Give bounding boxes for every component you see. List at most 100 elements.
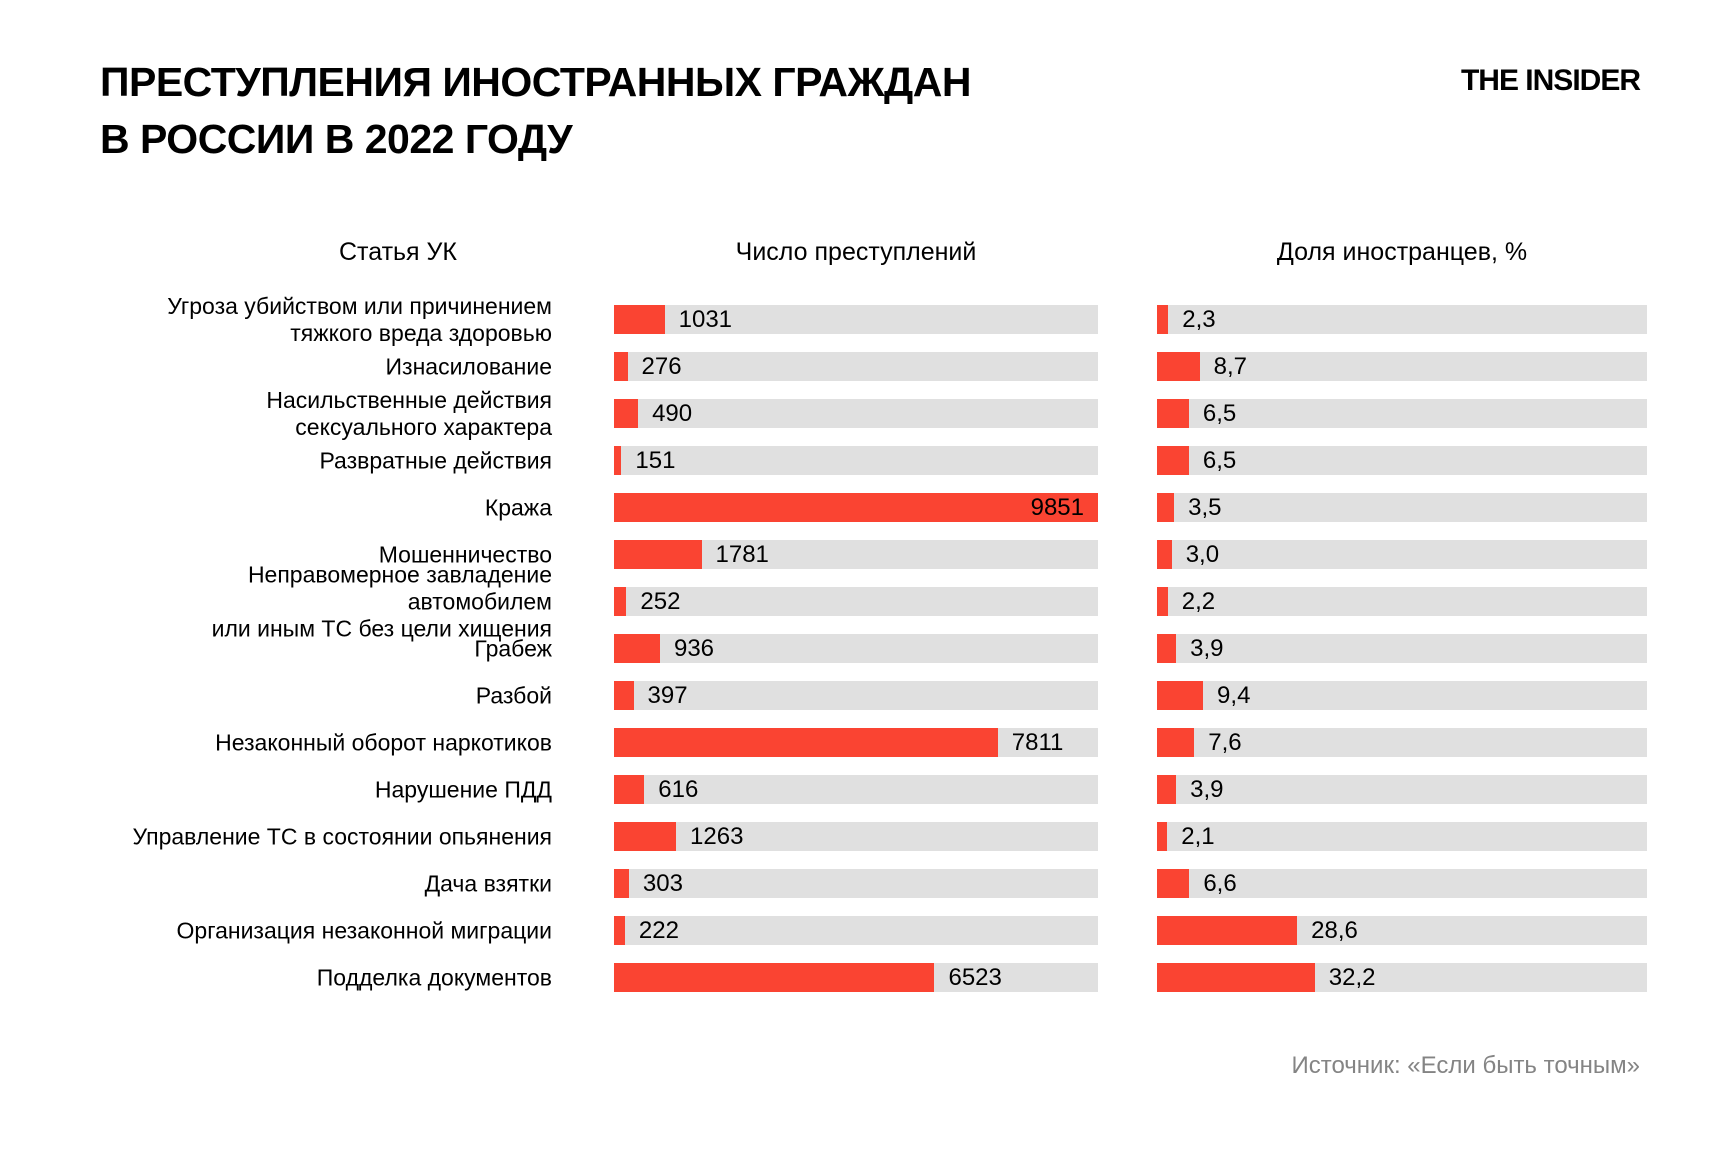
count-value: 222 (638, 916, 679, 944)
share-value: 9,4 (1217, 681, 1251, 709)
column-header-article: Статья УК (339, 238, 457, 266)
share-track: 2,2 (1157, 587, 1647, 616)
count-bar (614, 634, 660, 663)
count-bar (614, 446, 622, 475)
bar-row: Кража 9851 3,5 (100, 493, 1647, 522)
count-track: 276 (614, 352, 1098, 381)
count-bar (614, 493, 1098, 522)
share-bar (1157, 869, 1190, 898)
share-bar (1157, 916, 1298, 945)
bar-row: Дача взятки 303 6,6 (100, 869, 1647, 898)
count-track: 936 (614, 634, 1098, 663)
source-note: Источник: «Если быть точным» (1291, 1052, 1640, 1079)
share-track: 6,6 (1157, 869, 1647, 898)
row-label: Изнасилование (385, 352, 552, 379)
share-bar (1157, 352, 1200, 381)
count-value: 151 (635, 446, 676, 474)
share-track: 28,6 (1157, 916, 1647, 945)
share-bar (1157, 963, 1315, 992)
count-value: 6523 (948, 963, 1002, 991)
share-track: 8,7 (1157, 352, 1647, 381)
share-track: 32,2 (1157, 963, 1647, 992)
share-value: 3,5 (1188, 493, 1222, 521)
count-bar (614, 869, 629, 898)
count-bar (614, 728, 998, 757)
bar-row: Нарушение ПДД 616 3,9 (100, 775, 1647, 804)
share-bar (1157, 681, 1204, 710)
share-track: 2,3 (1157, 305, 1647, 334)
share-value: 7,6 (1208, 728, 1242, 756)
share-bar (1157, 775, 1177, 804)
count-track: 151 (614, 446, 1098, 475)
bar-row: Подделка документов 6523 32,2 (100, 963, 1647, 992)
count-bar (614, 822, 677, 851)
count-track: 303 (614, 869, 1098, 898)
row-label: Неправомерное завладение автомобилем или… (211, 560, 552, 642)
share-bar (1157, 728, 1195, 757)
page-title: ПРЕСТУПЛЕНИЯ ИНОСТРАННЫХ ГРАЖДАН В РОССИ… (100, 59, 971, 163)
share-bar (1157, 822, 1168, 851)
column-headers: Статья УК Число преступлений Доля иностр… (100, 238, 1647, 270)
share-value: 8,7 (1213, 352, 1247, 380)
count-bar (614, 775, 645, 804)
bar-row: Развратные действия 151 6,5 (100, 446, 1647, 475)
count-track: 9851 (614, 493, 1098, 522)
count-track: 616 (614, 775, 1098, 804)
count-bar (614, 916, 625, 945)
share-track: 3,9 (1157, 634, 1647, 663)
row-label: Нарушение ПДД (374, 775, 552, 802)
share-value: 6,5 (1202, 446, 1237, 474)
row-label: Насильственные действия сексуального хар… (266, 386, 552, 440)
share-bar (1157, 634, 1177, 663)
share-value: 2,2 (1181, 587, 1216, 615)
share-track: 2,1 (1157, 822, 1647, 851)
share-value: 3,0 (1185, 540, 1220, 568)
bar-row: Незаконный оборот наркотиков 7811 7,6 (100, 728, 1647, 757)
count-bar (614, 587, 627, 616)
row-label: Грабеж (474, 634, 552, 661)
count-bar (614, 681, 634, 710)
share-track: 7,6 (1157, 728, 1647, 757)
row-label: Незаконный оборот наркотиков (215, 728, 552, 755)
count-track: 7811 (614, 728, 1098, 757)
count-value: 397 (647, 681, 688, 709)
row-label: Кража (484, 493, 552, 520)
share-bar (1157, 540, 1172, 569)
share-value: 2,1 (1181, 822, 1215, 850)
share-value: 32,2 (1328, 963, 1376, 991)
row-label: Организация незаконной миграции (176, 916, 552, 943)
brand-logo: THE INSIDER (1460, 64, 1641, 97)
count-track: 397 (614, 681, 1098, 710)
bar-row: Мошенничество 1781 3,0 (100, 540, 1647, 569)
share-track: 3,9 (1157, 775, 1647, 804)
count-track: 1031 (614, 305, 1098, 334)
count-value: 303 (642, 869, 683, 897)
count-value: 1263 (690, 822, 744, 850)
count-track: 1263 (614, 822, 1098, 851)
count-value: 276 (641, 352, 682, 380)
share-value: 6,6 (1203, 869, 1237, 897)
count-value: 616 (658, 775, 699, 803)
row-label: Развратные действия (319, 446, 552, 473)
share-bar (1157, 493, 1175, 522)
count-value: 7811 (1011, 728, 1064, 756)
share-bar (1157, 446, 1189, 475)
share-value: 2,3 (1182, 305, 1216, 333)
row-label: Подделка документов (316, 963, 552, 990)
bar-row: Грабеж 936 3,9 (100, 634, 1647, 663)
row-label: Дача взятки (424, 869, 552, 896)
count-bar (614, 399, 639, 428)
count-bar (614, 540, 702, 569)
column-header-count: Число преступлений (735, 238, 977, 266)
share-track: 9,4 (1157, 681, 1647, 710)
count-value: 9851 (1030, 493, 1084, 521)
share-value: 28,6 (1311, 916, 1358, 944)
column-header-share: Доля иностранцев, % (1276, 238, 1528, 266)
bar-row: Насильственные действия сексуального хар… (100, 386, 1647, 440)
share-track: 6,5 (1157, 446, 1647, 475)
share-value: 3,9 (1190, 775, 1224, 803)
bar-row: Изнасилование 276 8,7 (100, 352, 1647, 381)
share-value: 6,5 (1202, 399, 1237, 427)
share-track: 3,5 (1157, 493, 1647, 522)
